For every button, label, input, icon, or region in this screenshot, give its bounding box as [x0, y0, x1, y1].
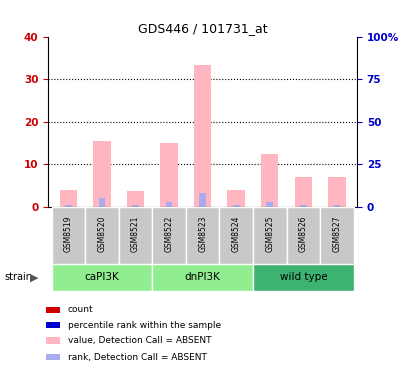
Bar	[294, 177, 312, 207]
Text: GSM8524: GSM8524	[232, 216, 241, 252]
Text: GSM8521: GSM8521	[131, 216, 140, 252]
Text: GSM8520: GSM8520	[97, 216, 107, 252]
Bar	[261, 154, 278, 207]
Text: percentile rank within the sample: percentile rank within the sample	[68, 321, 221, 330]
Text: wild type: wild type	[279, 272, 327, 282]
Bar	[152, 264, 253, 291]
Bar	[186, 207, 219, 264]
Text: value, Detection Call = ABSENT: value, Detection Call = ABSENT	[68, 336, 211, 345]
Bar	[266, 202, 273, 207]
Bar	[253, 207, 286, 264]
Bar	[166, 202, 173, 207]
Bar	[52, 207, 85, 264]
Bar	[333, 205, 340, 207]
Title: GDS446 / 101731_at: GDS446 / 101731_at	[138, 22, 268, 36]
Bar	[99, 198, 105, 207]
Bar	[228, 190, 245, 207]
Bar	[320, 207, 354, 264]
Text: GSM8525: GSM8525	[265, 216, 274, 252]
Text: rank, Detection Call = ABSENT: rank, Detection Call = ABSENT	[68, 353, 207, 362]
Bar	[65, 205, 72, 207]
Bar	[93, 141, 111, 207]
Bar	[328, 177, 346, 207]
Bar	[85, 207, 119, 264]
Bar	[46, 322, 60, 328]
Bar	[119, 207, 152, 264]
Text: ▶: ▶	[30, 272, 39, 282]
Bar	[46, 307, 60, 313]
Text: GSM8523: GSM8523	[198, 216, 207, 252]
Text: GSM8522: GSM8522	[165, 216, 173, 252]
Bar	[52, 264, 152, 291]
Bar	[194, 65, 211, 207]
Bar	[46, 337, 60, 344]
Bar	[152, 207, 186, 264]
Text: dnPI3K: dnPI3K	[185, 272, 221, 282]
Bar	[127, 191, 144, 207]
Bar	[200, 193, 206, 207]
Bar	[286, 207, 320, 264]
Bar	[46, 354, 60, 361]
Text: GSM8527: GSM8527	[332, 216, 341, 252]
Text: strain: strain	[4, 272, 32, 282]
Text: GSM8519: GSM8519	[64, 216, 73, 252]
Bar	[253, 264, 354, 291]
Text: count: count	[68, 305, 94, 314]
Bar	[132, 205, 139, 207]
Bar	[300, 205, 307, 207]
Text: caPI3K: caPI3K	[84, 272, 119, 282]
Bar	[219, 207, 253, 264]
Bar	[60, 190, 77, 207]
Text: GSM8526: GSM8526	[299, 216, 308, 252]
Bar	[160, 143, 178, 207]
Bar	[233, 205, 239, 207]
